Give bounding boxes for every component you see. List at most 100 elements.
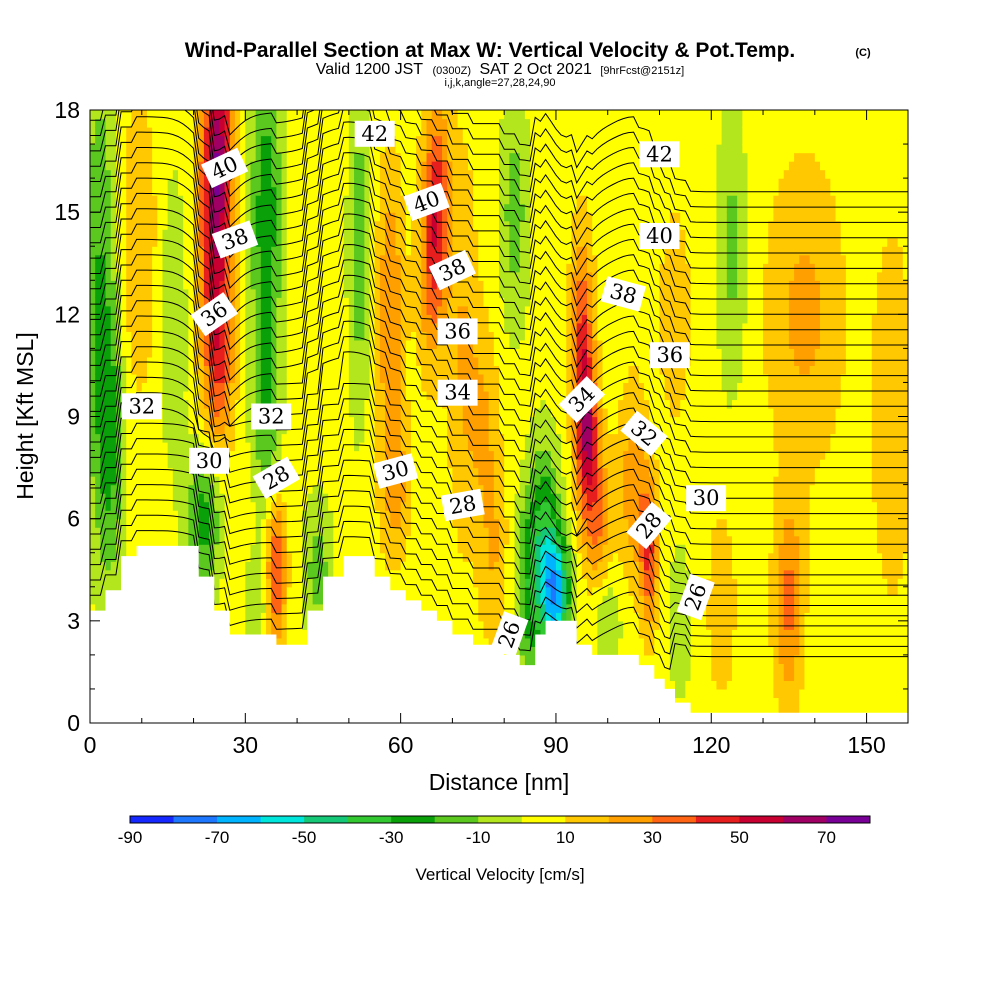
velocity-cell xyxy=(374,407,381,418)
velocity-cell xyxy=(271,535,277,545)
velocity-cell xyxy=(100,595,107,605)
velocity-cell xyxy=(255,518,262,528)
velocity-cell xyxy=(302,297,309,307)
velocity-cell xyxy=(348,152,355,162)
velocity-cell xyxy=(291,620,298,630)
velocity-cell xyxy=(126,314,133,324)
velocity-cell xyxy=(436,220,443,230)
velocity-cell xyxy=(333,271,340,281)
velocity-cell xyxy=(333,459,340,469)
velocity-cell xyxy=(297,603,303,613)
velocity-cell xyxy=(343,407,350,418)
velocity-cell xyxy=(234,620,241,630)
velocity-cell xyxy=(276,280,283,290)
velocity-cell xyxy=(260,433,267,443)
velocity-cell xyxy=(172,135,179,145)
velocity-cell xyxy=(95,578,101,588)
velocity-cell xyxy=(234,135,241,145)
velocity-cell xyxy=(100,484,107,494)
velocity-cell xyxy=(121,416,127,426)
velocity-cell xyxy=(115,527,122,537)
velocity-cell xyxy=(271,229,277,239)
velocity-cell xyxy=(90,527,96,537)
velocity-cell xyxy=(266,186,272,196)
velocity-cell xyxy=(250,365,257,375)
velocity-cell xyxy=(416,152,422,162)
velocity-cell xyxy=(90,569,96,579)
velocity-cell xyxy=(178,484,184,494)
velocity-cell xyxy=(229,322,236,332)
velocity-cell xyxy=(369,110,376,120)
velocity-cell xyxy=(442,237,448,247)
velocity-cell xyxy=(234,493,241,503)
velocity-cell xyxy=(209,382,215,392)
velocity-cell xyxy=(416,305,422,315)
velocity-cell xyxy=(328,390,334,401)
velocity-cell xyxy=(354,288,360,298)
velocity-cell xyxy=(240,476,246,486)
velocity-cell xyxy=(343,382,350,392)
velocity-cell xyxy=(126,152,133,162)
velocity-cell xyxy=(126,127,133,137)
velocity-cell xyxy=(90,152,96,162)
velocity-cell xyxy=(442,459,448,469)
velocity-cell xyxy=(219,442,226,452)
velocity-cell xyxy=(178,203,184,213)
velocity-cell xyxy=(162,127,169,137)
velocity-cell xyxy=(162,407,169,418)
velocity-cell xyxy=(379,212,386,222)
velocity-cell xyxy=(245,467,252,477)
velocity-cell xyxy=(234,425,241,435)
velocity-cell xyxy=(364,169,371,179)
velocity-cell xyxy=(276,229,283,239)
velocity-cell xyxy=(198,365,205,375)
velocity-cell xyxy=(167,305,174,315)
velocity-cell xyxy=(276,339,283,349)
velocity-cell xyxy=(245,476,252,486)
velocity-cell xyxy=(328,527,334,537)
velocity-cell xyxy=(426,399,433,409)
velocity-cell xyxy=(291,637,298,647)
velocity-cell xyxy=(90,339,96,349)
velocity-cell xyxy=(105,297,112,307)
velocity-cell xyxy=(198,152,205,162)
velocity-cell xyxy=(167,476,174,486)
velocity-cell xyxy=(348,263,355,273)
velocity-cell xyxy=(178,527,184,537)
velocity-cell xyxy=(364,331,371,341)
velocity-cell xyxy=(105,365,112,375)
velocity-cell xyxy=(198,135,205,145)
velocity-cell xyxy=(193,203,200,213)
velocity-cell xyxy=(229,178,236,188)
velocity-cell xyxy=(167,484,174,494)
velocity-cell xyxy=(121,373,127,384)
velocity-cell xyxy=(276,356,283,367)
velocity-cell xyxy=(90,254,96,264)
velocity-cell xyxy=(307,603,314,613)
velocity-cell xyxy=(302,416,309,426)
velocity-cell xyxy=(322,518,329,528)
velocity-cell xyxy=(333,254,340,264)
velocity-cell xyxy=(131,527,138,537)
velocity-cell xyxy=(271,348,277,358)
velocity-cell xyxy=(400,484,407,494)
velocity-cell xyxy=(333,442,340,452)
velocity-cell xyxy=(405,595,412,605)
velocity-cell xyxy=(131,535,138,545)
velocity-cell xyxy=(240,110,246,120)
velocity-cell xyxy=(359,322,365,332)
velocity-cell xyxy=(178,288,184,298)
velocity-cell xyxy=(328,501,334,511)
velocity-cell xyxy=(260,280,267,290)
velocity-cell xyxy=(250,544,257,554)
velocity-cell xyxy=(162,442,169,452)
velocity-cell xyxy=(343,118,350,128)
velocity-cell xyxy=(229,118,236,128)
velocity-cell xyxy=(436,467,443,477)
velocity-cell xyxy=(131,297,138,307)
velocity-cell xyxy=(364,348,371,358)
velocity-cell xyxy=(266,595,272,605)
velocity-cell xyxy=(126,416,133,426)
velocity-cell xyxy=(162,186,169,196)
velocity-cell xyxy=(354,254,360,264)
